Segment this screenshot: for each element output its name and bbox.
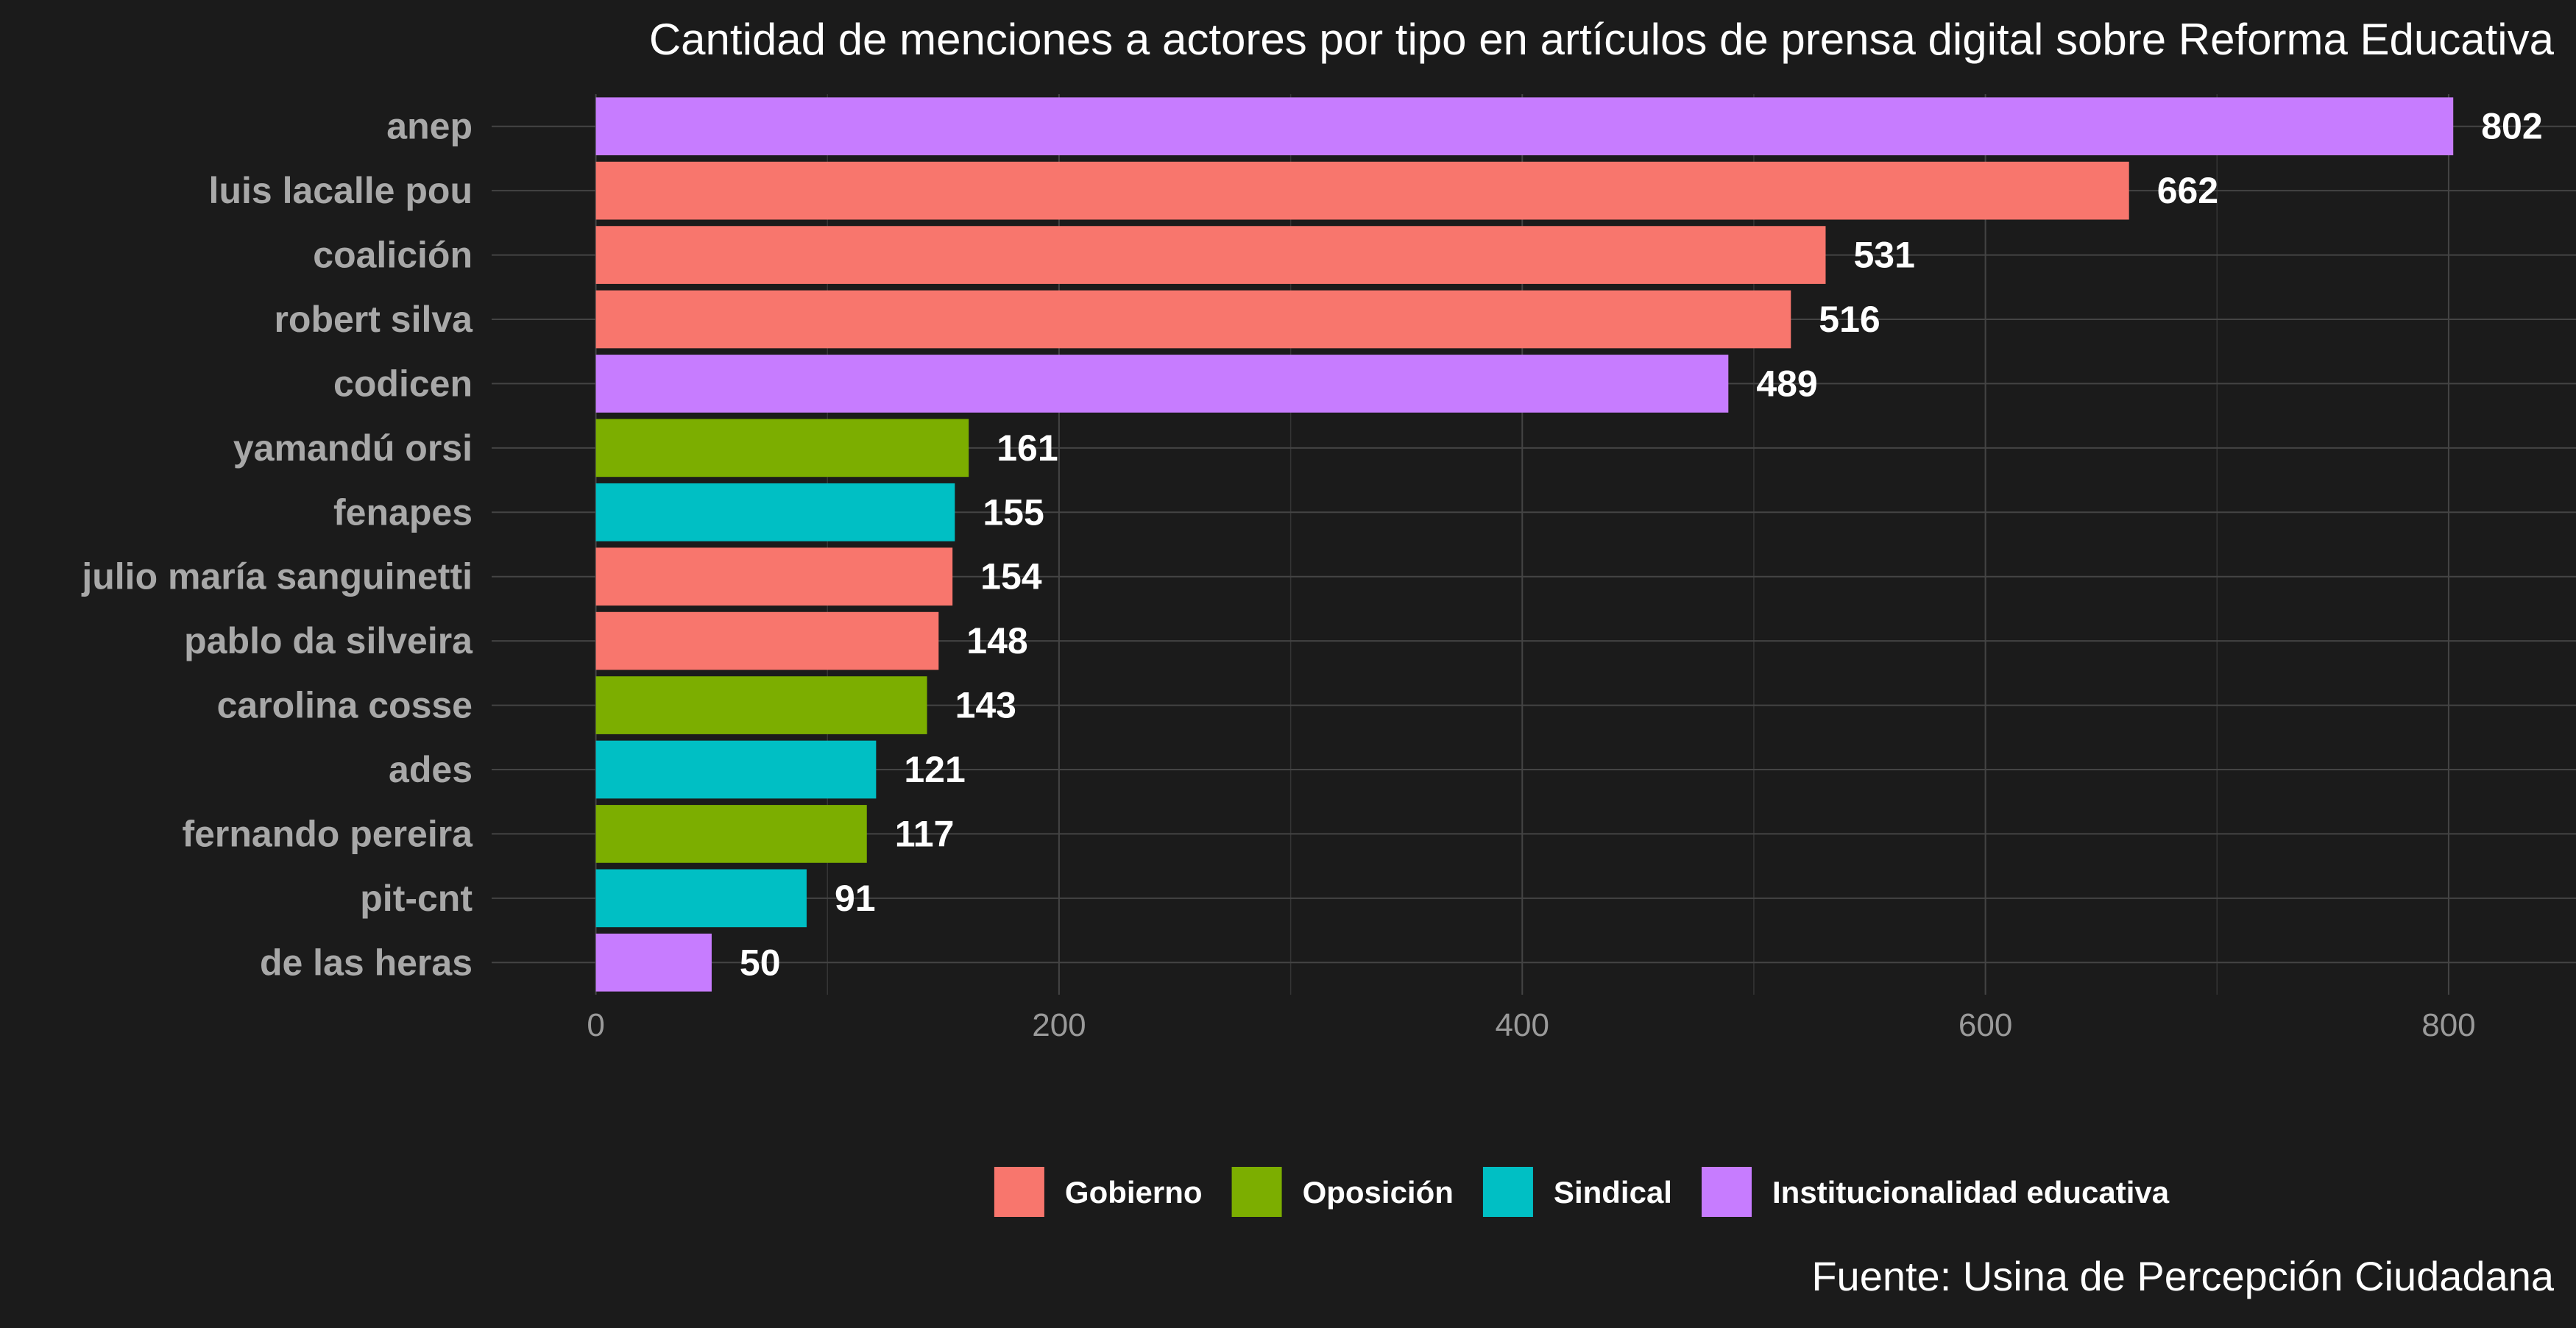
category-label: carolina cosse	[217, 685, 473, 726]
category-label: de las heras	[260, 942, 473, 983]
chart-title: Cantidad de menciones a actores por tipo…	[649, 15, 2555, 64]
bar-carolina-cosse	[595, 676, 927, 734]
value-label: 154	[980, 556, 1042, 597]
value-label: 489	[1756, 363, 1817, 404]
legend-swatch	[1701, 1167, 1752, 1217]
legend-item: Institucionalidad educativa	[1701, 1167, 2170, 1217]
category-label: luis lacalle pou	[209, 170, 473, 211]
legend-swatch	[1482, 1167, 1533, 1217]
value-label: 148	[966, 620, 1027, 661]
value-label: 161	[997, 427, 1058, 469]
bar-luis-lacalle-pou	[595, 161, 2129, 220]
bar-ades	[595, 740, 877, 799]
value-label: 516	[1819, 299, 1880, 340]
category-label: ades	[389, 749, 473, 790]
legend-item: Sindical	[1482, 1167, 1672, 1217]
legend-item: Gobierno	[994, 1167, 1203, 1217]
legend-swatch	[1231, 1167, 1282, 1217]
value-label: 121	[904, 749, 965, 790]
legend-label: Sindical	[1554, 1175, 1672, 1210]
bar-yamandú-orsi	[595, 419, 969, 477]
category-label: pit-cnt	[360, 878, 473, 919]
legend-label: Institucionalidad educativa	[1772, 1175, 2170, 1210]
legend-label: Gobierno	[1065, 1175, 1203, 1210]
category-label: coalición	[313, 235, 473, 276]
category-label: julio maría sanguinetti	[81, 556, 473, 597]
bar-pablo-da-silveira	[595, 611, 939, 670]
value-label: 50	[740, 942, 781, 983]
category-label: anep	[386, 106, 473, 147]
bar-julio-maría-sanguinetti	[595, 547, 953, 606]
value-label: 117	[895, 813, 955, 854]
value-label: 662	[2157, 170, 2218, 211]
value-label: 91	[835, 878, 876, 919]
x-axis-ticks: 0 200 400 600 800	[587, 1007, 2475, 1043]
bars	[595, 97, 2454, 992]
bar-anep	[595, 97, 2454, 156]
legend: Gobierno Oposición Sindical Institucionalid…	[994, 1167, 2170, 1217]
bar-codicen	[595, 355, 1729, 413]
bar-fernando-pereira	[595, 805, 867, 863]
x-tick-label: 800	[2421, 1007, 2475, 1043]
legend-swatch	[994, 1167, 1044, 1217]
category-label: pablo da silveira	[184, 620, 473, 661]
bar-fenapes	[595, 483, 955, 542]
bar-robert-silva	[595, 290, 1791, 349]
x-tick-label: 600	[1958, 1007, 2012, 1043]
x-tick-label: 200	[1032, 1007, 1086, 1043]
value-label: 531	[1853, 235, 1914, 276]
value-label: 155	[983, 491, 1044, 533]
bar-coalición	[595, 226, 1826, 284]
value-label: 143	[955, 685, 1016, 726]
bar-pit-cnt	[595, 869, 807, 928]
category-label: fenapes	[333, 491, 473, 533]
x-tick-label: 0	[587, 1007, 604, 1043]
category-label: yamandú orsi	[233, 427, 473, 469]
legend-item: Oposición	[1231, 1167, 1454, 1217]
category-label: robert silva	[274, 299, 473, 340]
bar-de-las-heras	[595, 933, 712, 992]
category-label: codicen	[333, 363, 473, 404]
value-label: 802	[2481, 106, 2542, 147]
chart-caption: Fuente: Usina de Percepción Ciudadana	[1811, 1253, 2555, 1299]
legend-label: Oposición	[1303, 1175, 1454, 1210]
x-tick-label: 400	[1496, 1007, 1549, 1043]
category-labels: anep luis lacalle pou coalición robert silv…	[81, 106, 473, 984]
category-label: fernando pereira	[182, 813, 473, 854]
